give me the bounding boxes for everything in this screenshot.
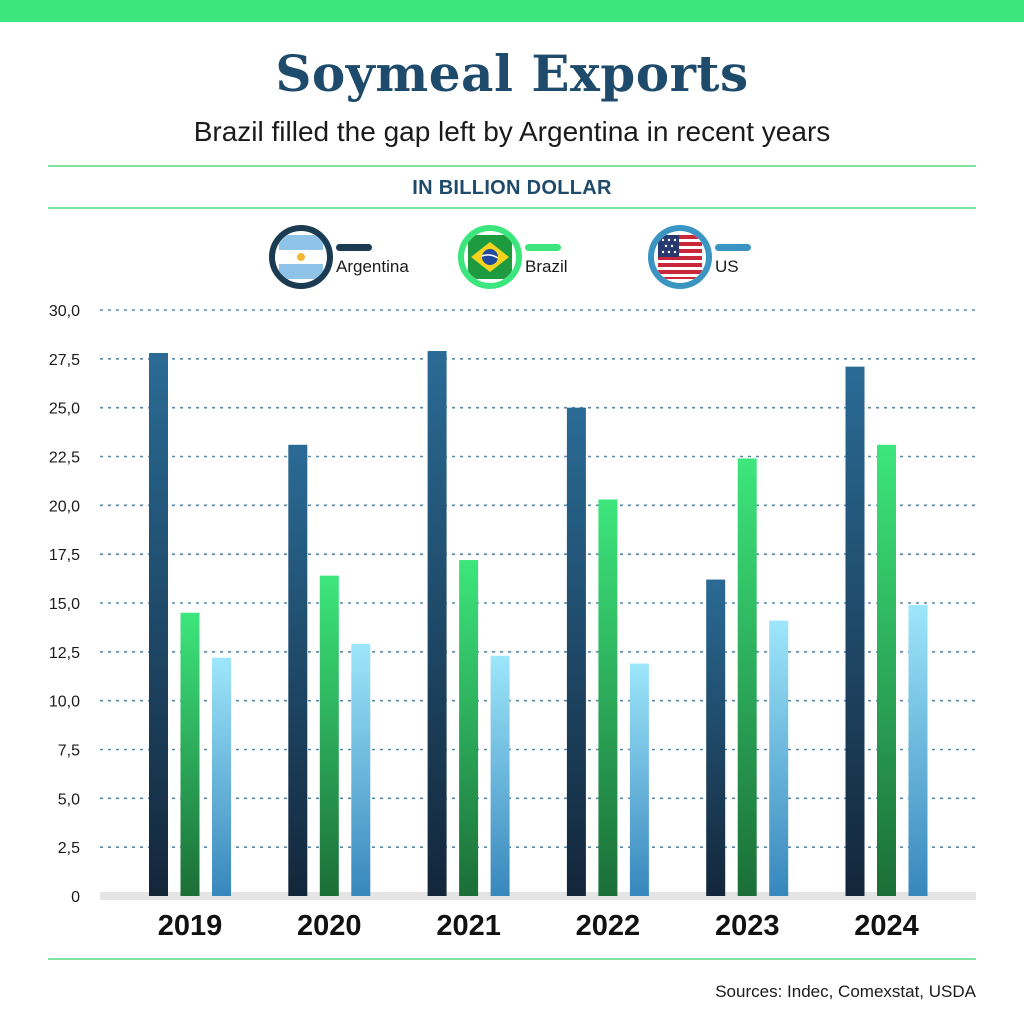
legend-label-brazil: Brazil (525, 257, 568, 276)
bar-us-2020 (351, 644, 371, 896)
bar-argentina-2020 (288, 444, 308, 896)
divider-bottom (48, 207, 976, 209)
y-tick-label: 0 (71, 889, 80, 906)
bar-brazil-2024 (877, 444, 896, 896)
x-tick-label: 2022 (576, 910, 641, 942)
bar-argentina-2019 (149, 352, 168, 896)
bar-argentina-2024 (845, 366, 865, 896)
unit-label: IN BILLION DOLLAR (412, 177, 612, 199)
x-tick-label: 2024 (854, 910, 919, 942)
legend-swatch-argentina (336, 244, 372, 251)
bar-brazil-2021 (459, 560, 479, 896)
y-tick-label: 2,5 (58, 840, 80, 857)
bar-argentina-2022 (566, 407, 586, 896)
y-tick-label: 25,0 (49, 401, 80, 418)
y-tick-label: 10,0 (49, 694, 80, 711)
divider-footer (48, 958, 976, 960)
us-flag-icon (648, 225, 712, 289)
y-tick-label: 7,5 (58, 743, 80, 760)
divider-top (48, 165, 976, 167)
legend-label-argentina: Argentina (336, 257, 409, 276)
y-tick-label: 22,5 (49, 450, 80, 467)
chart-subtitle: Brazil filled the gap left by Argentina … (193, 116, 831, 147)
bar-brazil-2022 (598, 499, 618, 896)
bar-us-2024 (908, 604, 928, 896)
bar-brazil-2019 (180, 612, 200, 896)
x-axis-baseline (100, 892, 976, 900)
legend-label-us: US (715, 257, 739, 276)
bar-us-2022 (629, 663, 649, 896)
legend-swatch-brazil (525, 244, 561, 251)
legend-swatch-us (715, 244, 751, 251)
x-tick-label: 2020 (297, 910, 362, 942)
y-tick-label: 30,0 (49, 303, 80, 320)
top-accent-bar (0, 0, 1024, 22)
y-tick-label: 12,5 (49, 645, 80, 662)
y-tick-label: 27,5 (49, 352, 80, 369)
chart-title: Soymeal Exports (275, 44, 749, 103)
bar-chart: 0 2,5 5,0 7,5 10,0 12,5 15,0 17,5 20,0 22,5 25,0 27… (49, 303, 976, 942)
bar-brazil-2023 (737, 458, 757, 896)
brazil-flag-icon (458, 225, 522, 289)
x-tick-label: 2021 (436, 910, 501, 942)
bar-brazil-2020 (319, 575, 339, 896)
argentina-flag-icon (269, 225, 333, 289)
y-tick-label: 5,0 (58, 791, 80, 808)
bar-argentina-2021 (427, 351, 447, 896)
bar-us-2023 (769, 620, 789, 896)
bar-us-2021 (490, 655, 510, 896)
y-tick-label: 17,5 (49, 547, 80, 564)
y-tick-label: 15,0 (49, 596, 80, 613)
x-tick-label: 2019 (158, 910, 223, 942)
bar-argentina-2023 (706, 579, 726, 896)
sources-note: Sources: Indec, Comexstat, USDA (715, 982, 976, 1001)
bar-us-2019 (212, 657, 231, 896)
y-tick-label: 20,0 (49, 498, 80, 515)
x-tick-label: 2023 (715, 910, 780, 942)
